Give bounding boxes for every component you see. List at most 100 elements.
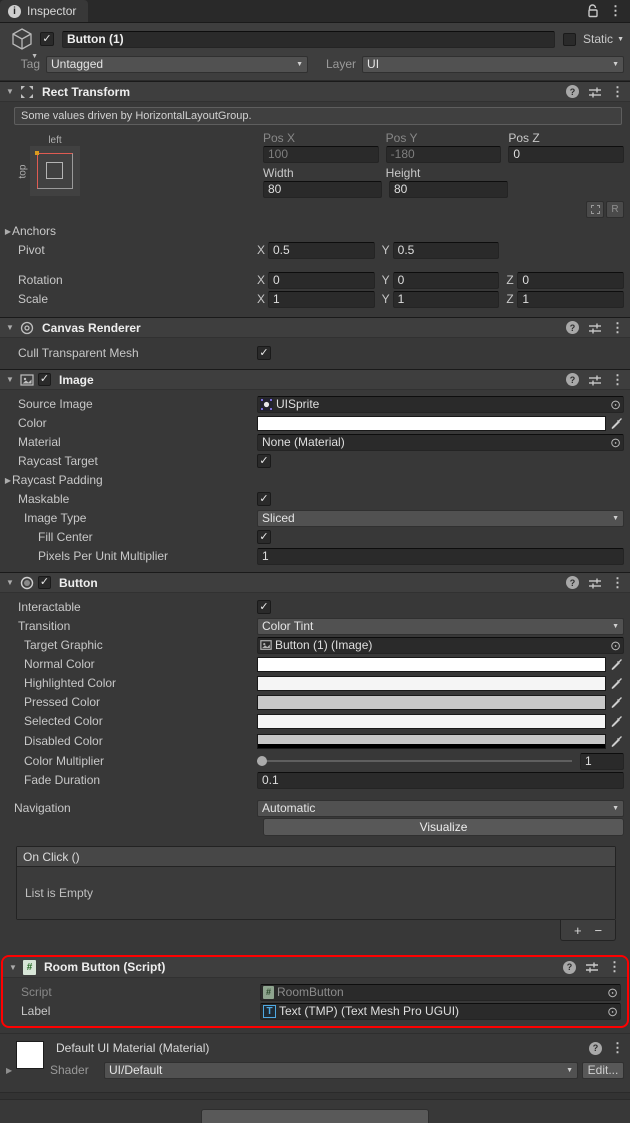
help-icon[interactable]: ?: [566, 321, 579, 334]
target-graphic-field[interactable]: Button (1) (Image) ⊙: [257, 636, 624, 654]
room-button-header[interactable]: ▼ # Room Button (Script) ? ⋮: [3, 957, 627, 978]
normal-color-swatch[interactable]: [257, 656, 606, 672]
foldout-icon[interactable]: ▼: [6, 87, 14, 96]
gameobject-name-input[interactable]: Button (1): [62, 30, 556, 48]
layer-dropdown[interactable]: UI ▼: [362, 55, 624, 73]
static-checkbox[interactable]: [563, 32, 577, 46]
object-picker-icon[interactable]: ⊙: [607, 984, 618, 1000]
image-enabled-checkbox[interactable]: ✓: [38, 373, 51, 386]
raw-edit-mode-button[interactable]: R: [606, 201, 624, 218]
rotation-x-input[interactable]: 0: [268, 271, 375, 289]
menu-icon[interactable]: ⋮: [611, 371, 624, 387]
eyedropper-icon[interactable]: [608, 733, 624, 749]
shader-dropdown[interactable]: UI/Default ▼: [104, 1061, 578, 1079]
maskable-checkbox[interactable]: ✓: [257, 492, 271, 506]
pivot-x-input[interactable]: 0.5: [268, 241, 375, 259]
disabled-color-swatch[interactable]: [257, 733, 606, 749]
foldout-icon[interactable]: ▶: [4, 226, 12, 236]
remove-event-button[interactable]: −: [594, 922, 603, 938]
shader-edit-button[interactable]: Edit...: [582, 1061, 624, 1079]
help-icon[interactable]: ?: [589, 1041, 602, 1055]
rotation-z-input[interactable]: 0: [517, 271, 625, 289]
eyedropper-icon[interactable]: [608, 656, 624, 672]
blueprint-mode-button[interactable]: [586, 201, 604, 218]
tag-dropdown[interactable]: Untagged ▼: [46, 55, 308, 73]
color-multiplier-input[interactable]: 1: [580, 752, 624, 770]
pivot-y-input[interactable]: 0.5: [392, 241, 500, 259]
foldout-icon[interactable]: ▶: [4, 475, 12, 485]
cull-transparent-mesh-checkbox[interactable]: ✓: [257, 346, 271, 360]
eyedropper-icon[interactable]: [608, 415, 624, 431]
presets-icon[interactable]: [588, 322, 602, 334]
pos-x-input[interactable]: 100: [263, 146, 379, 163]
fill-center-checkbox[interactable]: ✓: [257, 530, 271, 544]
scale-x-input[interactable]: 1: [268, 290, 375, 308]
presets-icon[interactable]: [588, 577, 602, 589]
add-component-button[interactable]: [201, 1109, 429, 1123]
tab-inspector[interactable]: i Inspector: [0, 0, 89, 22]
menu-icon[interactable]: ⋮: [611, 83, 624, 99]
slider-track[interactable]: [257, 760, 572, 762]
rotation-y-input[interactable]: 0: [392, 271, 500, 289]
width-input[interactable]: 80: [263, 181, 382, 198]
raycast-target-checkbox[interactable]: ✓: [257, 454, 271, 468]
color-swatch[interactable]: [257, 415, 606, 431]
foldout-icon[interactable]: ▶: [6, 1065, 13, 1075]
label-field[interactable]: T Text (TMP) (Text Mesh Pro UGUI) ⊙: [260, 1002, 621, 1020]
material-field[interactable]: None (Material) ⊙: [257, 433, 624, 451]
eyedropper-icon[interactable]: [608, 694, 624, 710]
help-icon[interactable]: ?: [566, 576, 579, 589]
visualize-button[interactable]: Visualize: [263, 818, 624, 836]
pixels-per-unit-multiplier-input[interactable]: 1: [257, 547, 624, 565]
gameobject-cube-icon[interactable]: ▼: [4, 26, 40, 60]
object-picker-icon[interactable]: ⊙: [610, 396, 621, 412]
eyedropper-icon[interactable]: [608, 713, 624, 729]
add-event-button[interactable]: +: [573, 922, 582, 938]
gameobject-caret-icon[interactable]: ▼: [31, 53, 38, 60]
button-header[interactable]: ▼ ✓ Button ? ⋮: [0, 572, 630, 593]
presets-icon[interactable]: [588, 86, 602, 98]
navigation-dropdown[interactable]: Automatic ▼: [257, 799, 624, 817]
menu-icon[interactable]: ⋮: [611, 574, 624, 590]
button-enabled-checkbox[interactable]: ✓: [38, 576, 51, 589]
tab-menu-icon[interactable]: ⋮: [609, 3, 622, 18]
help-icon[interactable]: ?: [566, 373, 579, 386]
presets-icon[interactable]: [585, 961, 599, 973]
foldout-icon[interactable]: ▼: [9, 962, 17, 972]
lock-icon[interactable]: [587, 4, 599, 18]
script-field[interactable]: # RoomButton ⊙: [260, 983, 621, 1001]
foldout-icon[interactable]: ▼: [6, 578, 14, 587]
active-checkbox[interactable]: ✓: [40, 32, 54, 46]
presets-icon[interactable]: [588, 374, 602, 386]
foldout-icon[interactable]: ▼: [6, 375, 14, 384]
highlighted-color-swatch[interactable]: [257, 675, 606, 691]
material-preview-swatch[interactable]: [16, 1041, 44, 1069]
menu-icon[interactable]: ⋮: [608, 959, 621, 974]
foldout-icon[interactable]: ▼: [6, 323, 14, 332]
transition-dropdown[interactable]: Color Tint ▼: [257, 617, 624, 635]
source-image-field[interactable]: UISprite ⊙: [257, 395, 624, 413]
image-type-dropdown[interactable]: Sliced ▼: [257, 509, 624, 527]
help-icon[interactable]: ?: [566, 85, 579, 98]
menu-icon[interactable]: ⋮: [611, 1040, 624, 1055]
object-picker-icon[interactable]: ⊙: [610, 637, 621, 653]
object-picker-icon[interactable]: ⊙: [607, 1003, 618, 1019]
fade-duration-input[interactable]: 0.1: [257, 771, 624, 789]
color-multiplier-slider[interactable]: [257, 753, 572, 769]
scale-z-input[interactable]: 1: [517, 290, 625, 308]
image-header[interactable]: ▼ ✓ Image ? ⋮: [0, 369, 630, 390]
pos-y-input[interactable]: -180: [385, 146, 502, 163]
pos-z-input[interactable]: 0: [508, 146, 625, 163]
selected-color-swatch[interactable]: [257, 713, 606, 729]
help-icon[interactable]: ?: [563, 960, 576, 974]
scale-y-input[interactable]: 1: [392, 290, 500, 308]
anchor-preset-widget[interactable]: left top: [16, 135, 88, 196]
slider-handle[interactable]: [257, 756, 267, 766]
canvas-renderer-header[interactable]: ▼ Canvas Renderer ? ⋮: [0, 317, 630, 338]
interactable-checkbox[interactable]: ✓: [257, 600, 271, 614]
pressed-color-swatch[interactable]: [257, 694, 606, 710]
menu-icon[interactable]: ⋮: [611, 319, 624, 335]
height-input[interactable]: 80: [389, 181, 508, 198]
eyedropper-icon[interactable]: [608, 675, 624, 691]
rect-transform-header[interactable]: ▼ Rect Transform ? ⋮: [0, 81, 630, 102]
